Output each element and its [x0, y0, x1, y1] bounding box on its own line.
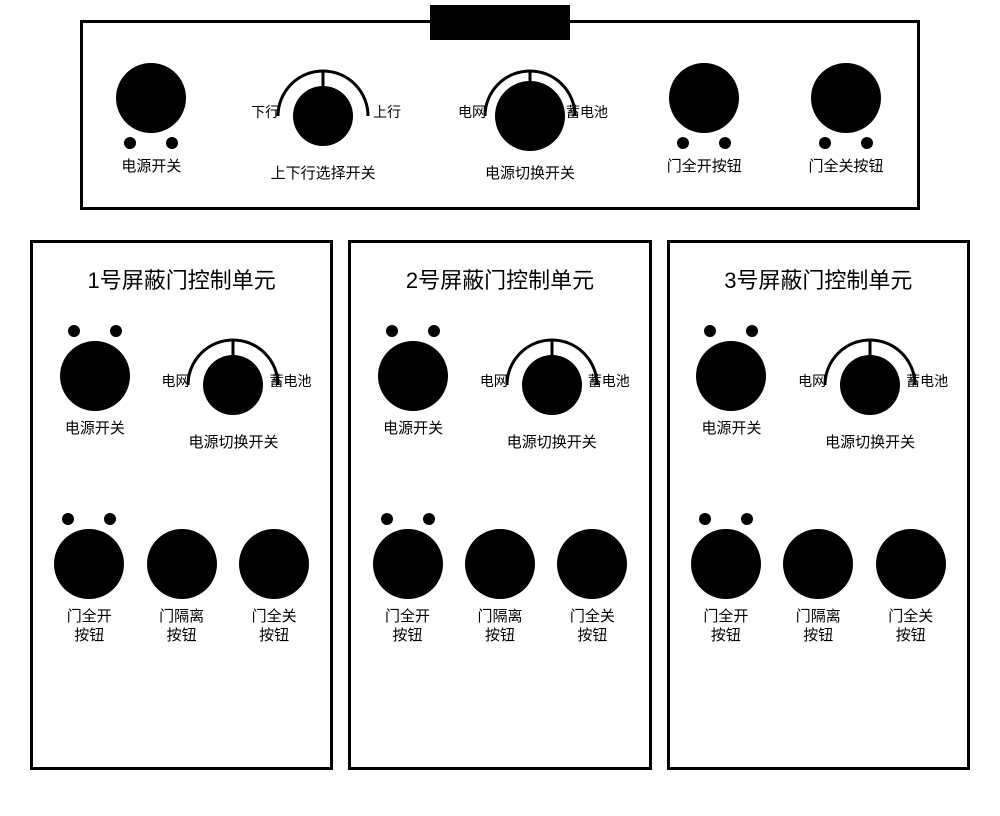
panel-selector-label: 电源切换开关: [507, 433, 597, 453]
panel-power-switch[interactable]: 电源开关: [60, 325, 130, 439]
selector-left-label: 电网: [161, 371, 189, 391]
selector-icon: 电网 蓄电池: [163, 325, 303, 425]
indicator-dots: [62, 513, 116, 525]
door-isolate-label: 门隔离 按钮: [477, 607, 522, 646]
power-source-selector[interactable]: 电网 蓄电池 电源切换开关: [460, 56, 600, 184]
selector-right-label: 蓄电池: [906, 371, 948, 391]
door-control-panels-row: 1号屏蔽门控制单元 电源开关 电网 蓄电池 电源切换开关: [20, 240, 980, 770]
selector-icon: 电网 蓄电池: [460, 56, 600, 156]
indicator-dots: [704, 325, 758, 337]
door-open-button[interactable]: 门全开按钮: [667, 63, 742, 177]
indicator-dots: [381, 513, 435, 525]
button-knob-icon: [147, 529, 217, 599]
selector-right-label: 蓄电池: [566, 102, 608, 122]
door-isolate-button[interactable]: 门隔离 按钮: [783, 529, 853, 646]
door-open-label: 门全开 按钮: [67, 607, 112, 646]
selector-icon: 下行 上行: [253, 56, 393, 156]
panel-power-switch[interactable]: 电源开关: [696, 325, 766, 439]
door-close-label: 门全关 按钮: [570, 607, 615, 646]
button-knob-icon: [557, 529, 627, 599]
direction-selector[interactable]: 下行 上行 上下行选择开关: [253, 56, 393, 184]
door-control-panel-3: 3号屏蔽门控制单元 电源开关 电网 蓄电池 电源切换开关: [667, 240, 970, 770]
panel-title: 3号屏蔽门控制单元: [680, 263, 957, 295]
panel-power-source-selector[interactable]: 电网 蓄电池 电源切换开关: [800, 325, 940, 453]
selector-right-label: 蓄电池: [588, 371, 630, 391]
top-panel-tab: [430, 5, 570, 40]
power-knob-icon: [696, 341, 766, 411]
direction-selector-label: 上下行选择开关: [271, 164, 376, 184]
door-control-panel-1: 1号屏蔽门控制单元 电源开关 电网 蓄电池 电源切换开关: [30, 240, 333, 770]
door-control-panel-2: 2号屏蔽门控制单元 电源开关 电网 蓄电池 电源切换开关: [348, 240, 651, 770]
door-close-label: 门全关 按钮: [888, 607, 933, 646]
power-knob-icon: [116, 63, 186, 133]
selector-icon: 电网 蓄电池: [482, 325, 622, 425]
door-isolate-button[interactable]: 门隔离 按钮: [465, 529, 535, 646]
power-switch[interactable]: 电源开关: [116, 63, 186, 177]
selector-right-label: 蓄电池: [269, 371, 311, 391]
button-knob-icon: [783, 529, 853, 599]
indicator-dots: [699, 513, 753, 525]
selector-icon: 电网 蓄电池: [800, 325, 940, 425]
door-close-button[interactable]: 门全关按钮: [809, 63, 884, 177]
door-close-button[interactable]: 门全关 按钮: [557, 529, 627, 646]
selector-left-label: 电网: [480, 371, 508, 391]
selector-right-label: 上行: [373, 102, 401, 122]
button-knob-icon: [669, 63, 739, 133]
door-isolate-label: 门隔离 按钮: [159, 607, 204, 646]
door-isolate-label: 门隔离 按钮: [796, 607, 841, 646]
button-knob-icon: [54, 529, 124, 599]
power-source-selector-label: 电源切换开关: [485, 164, 575, 184]
button-knob-icon: [465, 529, 535, 599]
button-knob-icon: [811, 63, 881, 133]
door-close-button[interactable]: 门全关 按钮: [239, 529, 309, 646]
panel-power-switch[interactable]: 电源开关: [378, 325, 448, 439]
button-knob-icon: [239, 529, 309, 599]
button-knob-icon: [373, 529, 443, 599]
power-switch-label: 电源开关: [121, 157, 181, 177]
door-isolate-button[interactable]: 门隔离 按钮: [147, 529, 217, 646]
indicator-dots: [386, 325, 440, 337]
door-open-button[interactable]: 门全开 按钮: [373, 513, 443, 646]
indicator-dots: [68, 325, 122, 337]
door-open-label: 门全开 按钮: [385, 607, 430, 646]
door-open-button[interactable]: 门全开 按钮: [54, 513, 124, 646]
panel-power-label: 电源开关: [701, 419, 761, 439]
door-open-label: 门全开 按钮: [703, 607, 748, 646]
indicator-dots: [124, 137, 178, 149]
button-knob-icon: [691, 529, 761, 599]
panel-title: 1号屏蔽门控制单元: [43, 263, 320, 295]
door-open-label: 门全开按钮: [667, 157, 742, 177]
indicator-dots: [819, 137, 873, 149]
power-knob-icon: [60, 341, 130, 411]
power-knob-icon: [378, 341, 448, 411]
top-control-panel: 电源开关 下行 上行 上下行选择开关 电网 蓄电池 电源切换开关: [80, 20, 920, 210]
selector-left-label: 电网: [458, 102, 486, 122]
panel-power-label: 电源开关: [383, 419, 443, 439]
panel-power-source-selector[interactable]: 电网 蓄电池 电源切换开关: [482, 325, 622, 453]
panel-selector-label: 电源切换开关: [188, 433, 278, 453]
door-close-label: 门全关按钮: [809, 157, 884, 177]
selector-left-label: 下行: [251, 102, 279, 122]
door-close-button[interactable]: 门全关 按钮: [876, 529, 946, 646]
panel-selector-label: 电源切换开关: [825, 433, 915, 453]
selector-left-label: 电网: [798, 371, 826, 391]
button-knob-icon: [876, 529, 946, 599]
door-open-button[interactable]: 门全开 按钮: [691, 513, 761, 646]
indicator-dots: [677, 137, 731, 149]
panel-power-label: 电源开关: [65, 419, 125, 439]
panel-power-source-selector[interactable]: 电网 蓄电池 电源切换开关: [163, 325, 303, 453]
door-close-label: 门全关 按钮: [252, 607, 297, 646]
panel-title: 2号屏蔽门控制单元: [361, 263, 638, 295]
